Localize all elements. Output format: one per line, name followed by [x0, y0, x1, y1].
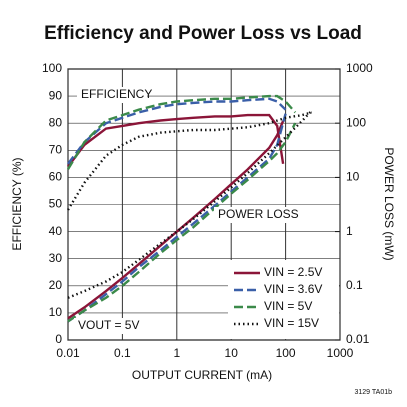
x-tick-label: 1	[173, 346, 180, 360]
legend-label: VIN = 2.5V	[264, 265, 322, 279]
y2-axis-label: POWER LOSS (mW)	[382, 147, 396, 260]
x-tick-label: 100	[276, 346, 296, 360]
power-loss-line	[67, 120, 285, 320]
y-tick-label: 60	[49, 170, 63, 184]
y-tick-label: 90	[49, 88, 63, 102]
x-tick-label: 0.01	[56, 346, 80, 360]
power-loss-line	[67, 109, 313, 299]
efficiency-line	[67, 97, 287, 165]
x-tick-label: 0.1	[114, 346, 131, 360]
efficiency-line	[66, 94, 297, 170]
y-tick-label: 80	[49, 115, 63, 129]
y-axis-label: EFFICIENCY (%)	[10, 157, 24, 250]
y2-tick-label: 1	[346, 224, 353, 238]
efficiency-line	[66, 111, 312, 211]
y-tick-label: 0	[55, 332, 62, 346]
annotation: EFFICIENCY	[81, 87, 152, 101]
y2-tick-label: 0.01	[346, 332, 370, 346]
y2-tick-label: 0.1	[346, 278, 363, 292]
y2-tick-label: 10	[346, 170, 360, 184]
power-loss-line	[67, 113, 287, 323]
efficiency-line	[67, 113, 285, 168]
annotation-bg	[74, 318, 136, 334]
y-tick-label: 20	[49, 278, 63, 292]
chart-title: Efficiency and Power Loss vs Load	[44, 23, 362, 44]
annotation: VOUT = 5V	[78, 318, 139, 332]
y2-tick-label: 1000	[346, 61, 373, 75]
x-tick-label: 10	[225, 346, 239, 360]
legend-label: VIN = 15V	[264, 316, 319, 330]
y-tick-label: 100	[42, 61, 62, 75]
legend-label: VIN = 3.6V	[264, 282, 322, 296]
power-loss-line	[67, 122, 297, 323]
y-tick-label: 40	[49, 224, 63, 238]
y-tick-label: 30	[49, 251, 63, 265]
y2-tick-label: 100	[346, 115, 366, 129]
x-tick-label: 1000	[327, 346, 354, 360]
annotation-bg	[77, 87, 147, 103]
y-tick-label: 70	[49, 142, 63, 156]
footnote: 3129 TA01b	[355, 389, 393, 396]
x-axis-label: OUTPUT CURRENT (mA)	[132, 368, 272, 382]
annotation: POWER LOSS	[218, 207, 299, 221]
y-tick-label: 10	[49, 305, 63, 319]
annotation-bg	[214, 207, 300, 223]
y-tick-label: 50	[49, 197, 63, 211]
legend-label: VIN = 5V	[264, 299, 312, 313]
